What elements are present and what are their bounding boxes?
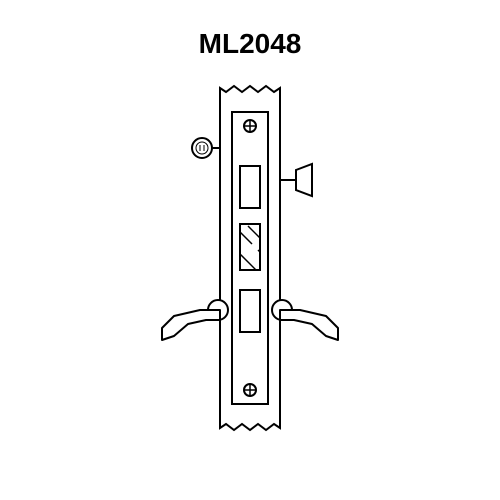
key-cylinder-icon bbox=[192, 138, 212, 158]
cutout-0 bbox=[240, 166, 260, 208]
lever-right-icon bbox=[280, 310, 338, 340]
lock-line-drawing bbox=[140, 68, 360, 448]
cutout-2 bbox=[240, 290, 260, 332]
product-model-title: ML2048 bbox=[199, 28, 302, 60]
lock-svg bbox=[140, 68, 360, 448]
thumb-turn-icon bbox=[296, 164, 312, 196]
lever-left-icon bbox=[162, 310, 220, 340]
